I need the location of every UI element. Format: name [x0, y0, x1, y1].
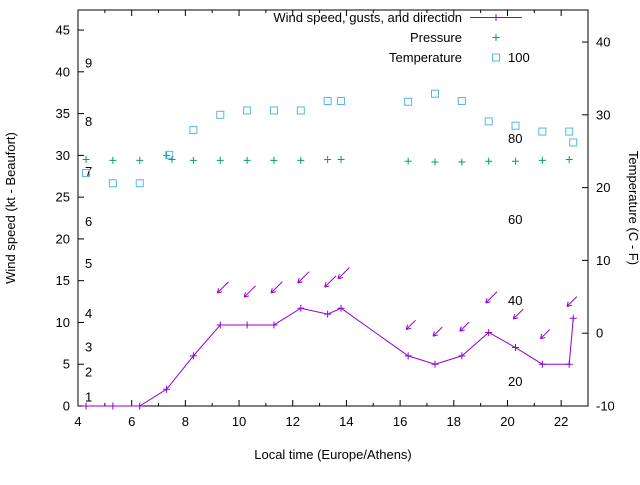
wind-arrow	[297, 271, 310, 284]
fahrenheit-label: 60	[508, 212, 522, 227]
beaufort-label: 3	[85, 340, 92, 355]
x-tick-label: 16	[393, 414, 407, 429]
x-tick-label: 8	[182, 414, 189, 429]
y-axis-right-title: Temperature (C - F)	[626, 151, 640, 265]
x-tick-label: 10	[232, 414, 246, 429]
fahrenheit-label: 20	[508, 374, 522, 389]
series-wind-speed	[82, 304, 577, 410]
wind-arrow	[216, 281, 229, 294]
fahrenheit-label: 40	[508, 293, 522, 308]
legend-label: Wind speed, gusts, and direction	[273, 10, 462, 25]
beaufort-label: 1	[85, 390, 92, 405]
wind-arrow	[324, 275, 337, 288]
series-pressure	[82, 151, 573, 166]
y-axis-left: 0 5 10 15 20 25 30 35 40 45	[56, 23, 84, 414]
left-tick-label: 20	[56, 231, 70, 246]
left-tick-label: 15	[56, 273, 70, 288]
left-tick-label: 45	[56, 23, 70, 38]
beaufort-label: 8	[85, 114, 92, 129]
y-axis-left-title: Wind speed (kt - Beaufort)	[3, 132, 18, 284]
plot-border	[77, 9, 589, 407]
series-temperature	[82, 89, 578, 188]
x-tick-label: 20	[500, 414, 514, 429]
x-tick-label: 12	[286, 414, 300, 429]
x-tick-label: 14	[339, 414, 353, 429]
x-tick-label: 18	[447, 414, 461, 429]
beaufort-label: 7	[85, 164, 92, 179]
right-tick-label: -10	[596, 399, 615, 414]
x-tick-label: 6	[128, 414, 135, 429]
left-tick-label: 5	[63, 357, 70, 372]
wind-arrow	[270, 281, 283, 294]
x-tick-label: 22	[554, 414, 568, 429]
left-tick-label: 30	[56, 148, 70, 163]
beaufort-scale-labels: 1 2 3 4 5 6 7 8 9	[85, 55, 92, 404]
fahrenheit-label: 100	[508, 50, 530, 65]
x-axis: 4 6 8 10 12 14 16 18 20 22	[74, 10, 589, 429]
wind-arrow	[485, 291, 498, 304]
axis-titles: Local time (Europe/Athens) Wind speed (kt…	[3, 132, 640, 462]
beaufort-label: 4	[85, 306, 92, 321]
left-tick-label: 0	[63, 399, 70, 414]
right-tick-label: 30	[596, 107, 610, 122]
fahrenheit-label: 80	[508, 131, 522, 146]
x-axis-title: Local time (Europe/Athens)	[254, 447, 412, 462]
left-tick-label: 40	[56, 64, 70, 79]
x-tick-label: 4	[74, 414, 81, 429]
beaufort-label: 5	[85, 256, 92, 271]
beaufort-label: 6	[85, 214, 92, 229]
wind-arrow	[432, 326, 443, 337]
wind-arrow	[459, 321, 470, 332]
right-tick-label: 0	[596, 326, 603, 341]
right-tick-label: 10	[596, 253, 610, 268]
fahrenheit-scale-labels: 20 40 60 80 100	[508, 50, 530, 389]
wind-direction-arrows	[216, 267, 578, 340]
left-tick-label: 35	[56, 106, 70, 121]
left-tick-label: 25	[56, 190, 70, 205]
wind-arrow	[539, 329, 551, 340]
wind-arrow	[566, 296, 578, 308]
beaufort-label: 9	[85, 55, 92, 70]
wind-arrow	[405, 320, 416, 331]
legend-label: Temperature	[389, 50, 462, 65]
legend-label: Pressure	[410, 30, 462, 45]
y-axis-right: -10 0 10 20 30 40	[582, 35, 615, 414]
right-tick-label: 20	[596, 180, 610, 195]
wind-arrow	[512, 308, 524, 320]
wind-arrow	[337, 267, 350, 280]
right-tick-label: 40	[596, 35, 610, 50]
legend: Wind speed, gusts, and direction Pressure…	[273, 10, 522, 65]
left-tick-label: 10	[56, 315, 70, 330]
wind-arrow	[243, 285, 256, 298]
beaufort-label: 2	[85, 365, 92, 380]
